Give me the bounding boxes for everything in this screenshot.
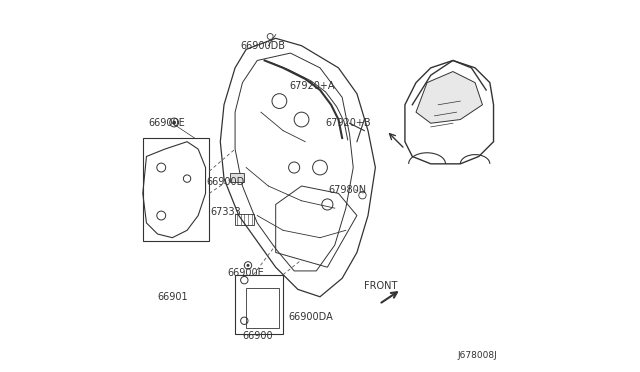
Bar: [230, 173, 244, 182]
Text: 67980N: 67980N: [328, 185, 367, 195]
Polygon shape: [416, 71, 483, 123]
Text: 66901: 66901: [157, 292, 188, 302]
Text: 66900: 66900: [242, 331, 273, 340]
Text: 66900DA: 66900DA: [289, 312, 333, 322]
Circle shape: [172, 121, 176, 124]
Text: J678008J: J678008J: [458, 350, 497, 359]
Text: FRONT: FRONT: [364, 281, 397, 291]
Bar: [143, 138, 209, 241]
Text: 67333: 67333: [211, 207, 241, 217]
Text: 66900E: 66900E: [228, 268, 264, 278]
Circle shape: [246, 264, 250, 267]
Bar: [235, 214, 253, 225]
Text: 66900DB: 66900DB: [240, 41, 285, 51]
Text: 67920+A: 67920+A: [290, 81, 335, 91]
Bar: [246, 288, 280, 328]
Circle shape: [170, 118, 179, 127]
Text: 67920+B: 67920+B: [325, 118, 371, 128]
Text: 66900D: 66900D: [207, 177, 245, 187]
Circle shape: [244, 262, 252, 269]
Bar: [235, 275, 283, 334]
Text: 66900E: 66900E: [148, 118, 185, 128]
